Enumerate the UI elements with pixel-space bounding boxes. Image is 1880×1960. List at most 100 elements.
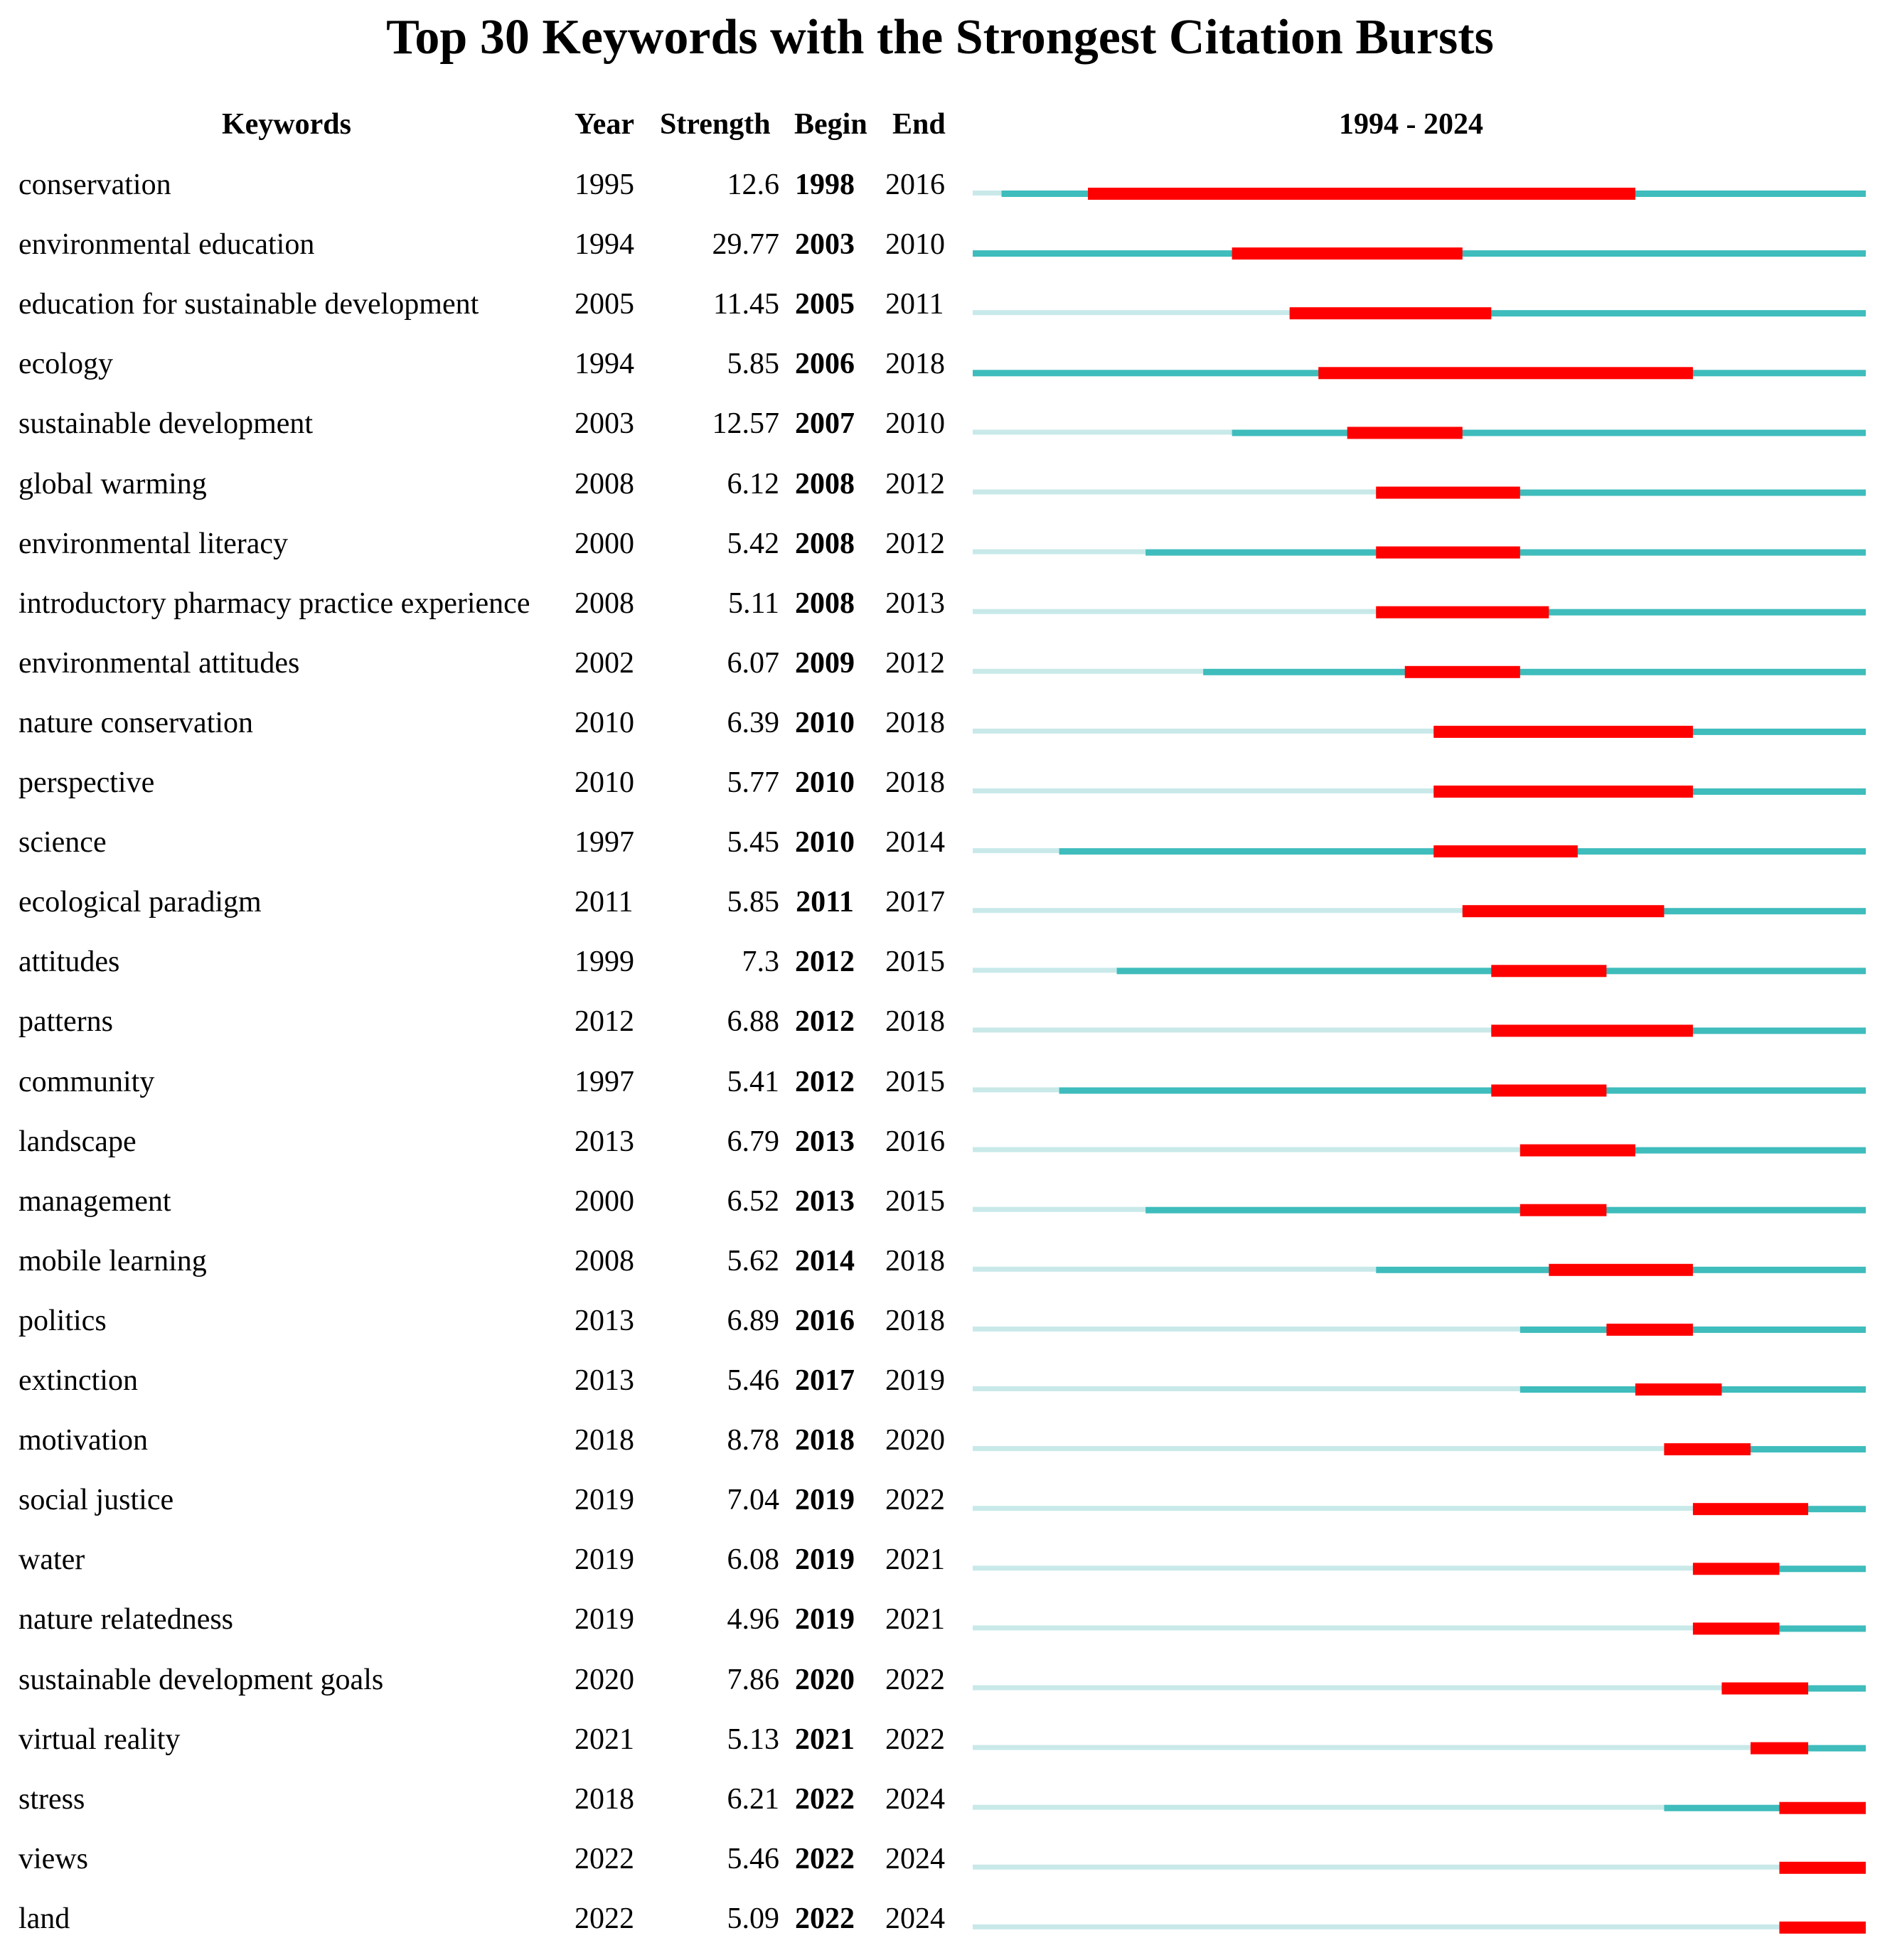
strength-cell: 7.86 [727, 1663, 780, 1696]
keyword-cell: environmental education [18, 228, 315, 262]
header-timeline-range: 1994 - 2024 [1339, 108, 1483, 141]
burst-bar [1491, 965, 1607, 978]
begin-cell: 2010 [795, 706, 855, 739]
table-row: social justice 2019 7.04 2019 2022 [0, 1479, 1880, 1538]
timeline-inactive-segment [973, 1206, 1146, 1212]
header-begin: Begin [794, 108, 867, 141]
table-row: virtual reality 2021 5.13 2021 2022 [0, 1718, 1880, 1778]
begin-cell: 2008 [795, 467, 855, 500]
table-row: water 2019 6.08 2019 2021 [0, 1538, 1880, 1598]
begin-cell: 2005 [795, 288, 855, 321]
table-row: education for sustainable development 200… [0, 283, 1880, 343]
burst-bar [1520, 1204, 1607, 1216]
end-cell: 2018 [885, 348, 945, 381]
end-cell: 2015 [885, 946, 945, 979]
strength-cell: 5.46 [727, 1842, 780, 1875]
table-row: science 1997 5.45 2010 2014 [0, 821, 1880, 881]
end-cell: 2024 [885, 1782, 945, 1816]
table-row: sustainable development goals 2020 7.86 202… [0, 1659, 1880, 1718]
burst-bar [1376, 486, 1520, 499]
burst-bar [1289, 307, 1492, 320]
burst-bar [1606, 1323, 1693, 1336]
timeline-active-segment [1289, 310, 1866, 317]
end-cell: 2024 [885, 1842, 945, 1875]
burst-bar [1088, 188, 1635, 200]
burst-bar [1779, 1861, 1866, 1874]
keyword-cell: nature relatedness [18, 1603, 234, 1637]
keyword-cell: ecological paradigm [18, 886, 262, 919]
year-cell: 2000 [575, 1184, 634, 1218]
table-row: stress 2018 6.21 2022 2024 [0, 1778, 1880, 1838]
strength-cell: 5.77 [727, 766, 780, 799]
strength-cell: 5.09 [727, 1902, 780, 1935]
begin-cell: 2014 [795, 1244, 855, 1278]
strength-cell: 4.96 [727, 1603, 780, 1637]
timeline-inactive-segment [973, 1924, 1780, 1929]
strength-cell: 5.46 [727, 1364, 780, 1397]
timeline-inactive-segment [973, 728, 1434, 734]
begin-cell: 2012 [795, 1065, 855, 1098]
year-cell: 2012 [575, 1005, 634, 1039]
table-row: land 2022 5.09 2022 2024 [0, 1897, 1880, 1957]
timeline-inactive-segment [973, 609, 1377, 614]
table-row: introductory pharmacy practice experienc… [0, 582, 1880, 642]
timeline-inactive-segment [973, 1745, 1751, 1750]
begin-cell: 2022 [795, 1902, 855, 1935]
year-cell: 1995 [575, 168, 634, 201]
timeline-inactive-segment [973, 908, 1463, 914]
timeline-inactive-segment [973, 489, 1377, 495]
table-row: community 1997 5.41 2012 2015 [0, 1061, 1880, 1120]
year-cell: 2010 [575, 766, 634, 799]
end-cell: 2018 [885, 766, 945, 799]
timeline-inactive-segment [973, 549, 1146, 555]
year-cell: 1994 [575, 228, 634, 262]
begin-cell: 1998 [795, 168, 855, 201]
year-cell: 1997 [575, 1065, 634, 1098]
year-cell: 2008 [575, 467, 634, 500]
year-cell: 2022 [575, 1902, 634, 1935]
begin-cell: 2012 [795, 1005, 855, 1039]
keyword-cell: land [18, 1902, 70, 1935]
year-cell: 1999 [575, 946, 634, 979]
timeline-active-segment [1059, 1087, 1866, 1094]
timeline-inactive-segment [973, 788, 1434, 793]
strength-cell: 6.07 [727, 646, 780, 680]
year-cell: 2019 [575, 1603, 634, 1637]
strength-cell: 8.78 [727, 1424, 780, 1457]
keyword-cell: ecology [18, 348, 113, 381]
year-cell: 2013 [575, 1125, 634, 1158]
table-row: mobile learning 2008 5.62 2014 2018 [0, 1240, 1880, 1300]
burst-bar [1692, 1563, 1780, 1575]
keyword-cell: mobile learning [18, 1244, 207, 1278]
timeline-inactive-segment [973, 1864, 1780, 1870]
begin-cell: 2019 [795, 1484, 855, 1517]
keyword-cell: education for sustainable development [18, 288, 479, 321]
burst-bar [1779, 1921, 1866, 1934]
year-cell: 1997 [575, 826, 634, 859]
strength-cell: 5.45 [727, 826, 780, 859]
begin-cell: 2020 [795, 1663, 855, 1696]
timeline-active-segment [1145, 1206, 1866, 1214]
begin-cell: 2012 [795, 946, 855, 979]
table-row: attitudes 1999 7.3 2012 2015 [0, 941, 1880, 1000]
end-cell: 2020 [885, 1424, 945, 1457]
end-cell: 2021 [885, 1603, 945, 1637]
timeline-inactive-segment [973, 1506, 1693, 1511]
strength-cell: 12.6 [727, 168, 780, 201]
table-row: motivation 2018 8.78 2018 2020 [0, 1419, 1880, 1479]
timeline-active-segment [1376, 609, 1866, 616]
burst-bar [1318, 367, 1693, 380]
burst-bar [1750, 1742, 1808, 1755]
table-row: politics 2013 6.89 2016 2018 [0, 1300, 1880, 1359]
strength-cell: 6.89 [727, 1304, 780, 1337]
begin-cell: 2016 [795, 1304, 855, 1337]
timeline-inactive-segment [973, 429, 1232, 435]
burst-bar [1433, 786, 1693, 798]
keyword-cell: landscape [18, 1125, 137, 1158]
table-row: views 2022 5.46 2022 2024 [0, 1838, 1880, 1897]
timeline-active-segment [1664, 1446, 1866, 1453]
strength-cell: 5.42 [727, 527, 780, 560]
table-row: environmental literacy 2000 5.42 2008 2012 [0, 523, 1880, 582]
begin-cell: 2009 [795, 646, 855, 680]
header-end: End [892, 108, 946, 141]
